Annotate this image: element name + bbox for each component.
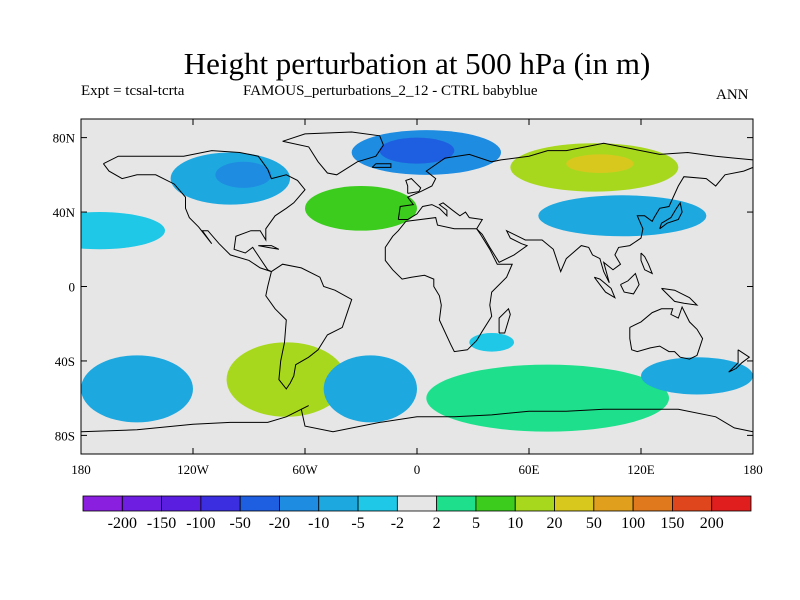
anomaly-south-pacific-low — [81, 355, 193, 423]
coastline-new-zealand — [728, 349, 751, 373]
lon-tick-label: 180 — [743, 462, 763, 477]
anomaly-south-africa-low — [469, 333, 515, 352]
colorbar-box — [475, 495, 516, 512]
colorbar-box — [318, 495, 359, 512]
lat-tick-label: 0 — [69, 280, 76, 295]
colorbar-box — [672, 495, 713, 512]
coastline-iceland — [371, 163, 392, 168]
anomaly-siberia-high-core — [566, 154, 634, 173]
colorbar-box — [279, 495, 320, 512]
lat-tick-label: 40S — [55, 354, 75, 369]
coastline-sumatra — [593, 276, 616, 299]
colorbar-label: 50 — [586, 515, 602, 532]
colorbar-label: -5 — [351, 515, 364, 532]
anomaly-south-atlantic-low — [323, 355, 418, 423]
coastline-australia — [629, 305, 704, 360]
colorbar-box — [121, 495, 162, 512]
colorbar-label: -50 — [230, 515, 251, 532]
lon-tick-label: 120W — [177, 462, 210, 477]
lon-tick-label: 120E — [627, 462, 655, 477]
coastline-britain — [405, 178, 422, 194]
colorbar-box — [632, 495, 673, 512]
anomaly-north-pacific-low — [81, 212, 165, 250]
coastline-borneo — [620, 272, 640, 295]
coastline-madagascar — [498, 307, 511, 334]
colorbar-box — [239, 495, 280, 512]
lon-tick-label: 60W — [292, 462, 318, 477]
anomaly-north-america-low-core — [215, 161, 272, 188]
colorbar: -200 -150 -100 -50 -20 -10 -5 -2 2 5 10 20 50 100 150 2… — [82, 495, 752, 532]
colorbar-box — [82, 495, 123, 512]
coastlines — [81, 131, 753, 433]
colorbar-label: -2 — [391, 515, 404, 532]
colorbar-label: 2 — [433, 515, 441, 532]
colorbar-label: 20 — [547, 515, 563, 532]
anomaly-north-atlantic-europe-low-core — [379, 137, 455, 164]
anomaly-australia-south-low — [641, 357, 753, 395]
colorbar-box — [357, 495, 398, 512]
lon-tick-label: 0 — [414, 462, 421, 477]
colorbar-label: 150 — [660, 515, 684, 532]
colorbar-box — [554, 495, 595, 512]
colorbar-box — [711, 495, 752, 512]
axis-ticks: 180 120W 60W 0 60E 120E 180 80N 40N 0 40S 80S — [53, 119, 763, 477]
plot-title: Height perturbation at 500 hPa (in m) — [183, 46, 651, 81]
colorbar-label: -200 — [108, 515, 137, 532]
dataset-label: FAMOUS_perturbations_2_12 - CTRL babyblu… — [243, 83, 538, 99]
lat-tick-label: 40N — [53, 205, 76, 220]
anomaly-northeast-asia-low — [538, 195, 707, 237]
colorbar-label: 100 — [621, 515, 645, 532]
coastline-antarctica — [81, 405, 753, 433]
coastline-japan — [659, 201, 683, 230]
colorbar-box — [593, 495, 634, 512]
anomaly-atlantic-high — [305, 186, 417, 231]
coastline-new-guinea — [661, 287, 699, 306]
coastline-greenland — [282, 131, 384, 176]
lon-tick-label: 60E — [519, 462, 540, 477]
coastline-south-america — [265, 263, 353, 390]
anomaly-indian-ocean-high — [426, 364, 669, 432]
coastline-europe-asia — [397, 142, 753, 284]
lon-tick-label: 180 — [71, 462, 91, 477]
coastline-philippines — [640, 252, 654, 275]
lat-tick-label: 80N — [53, 131, 76, 146]
colorbar-label: -100 — [186, 515, 215, 532]
colorbar-label: 200 — [700, 515, 724, 532]
colorbar-label: -20 — [269, 515, 290, 532]
anomaly-south-america-high-core — [260, 360, 320, 399]
colorbar-box — [161, 495, 202, 512]
colorbar-label: 10 — [507, 515, 523, 532]
colorbar-box — [396, 495, 438, 512]
experiment-label: Expt = tcsal-tcrta — [81, 83, 185, 99]
map-area — [81, 119, 753, 454]
coastline-north-america — [103, 150, 306, 273]
season-label: ANN — [716, 87, 749, 103]
lat-tick-label: 80S — [55, 428, 75, 443]
colorbar-box — [200, 495, 241, 512]
colorbar-label: -150 — [147, 515, 176, 532]
colorbar-box — [514, 495, 555, 512]
colorbar-label: -10 — [308, 515, 329, 532]
coastline-cuba — [258, 245, 280, 250]
coastline-africa — [384, 217, 513, 353]
colorbar-label: 5 — [472, 515, 480, 532]
anomaly-contours — [81, 130, 753, 432]
colorbar-box — [436, 495, 477, 512]
